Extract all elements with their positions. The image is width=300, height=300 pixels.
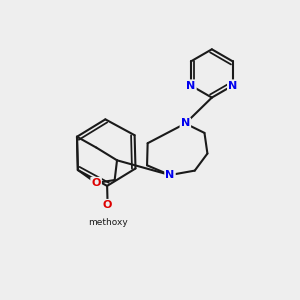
Text: N: N bbox=[186, 80, 196, 91]
Text: O: O bbox=[92, 178, 101, 188]
Text: methoxy: methoxy bbox=[88, 218, 128, 227]
Text: N: N bbox=[165, 170, 175, 180]
Text: N: N bbox=[181, 118, 190, 128]
Text: N: N bbox=[228, 80, 237, 91]
Text: O: O bbox=[103, 200, 112, 210]
